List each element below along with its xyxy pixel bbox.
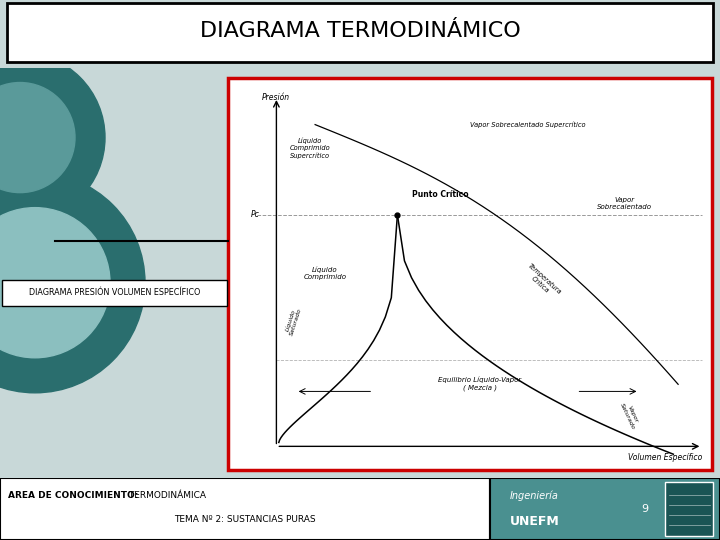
Bar (0, 478, 490, 540)
Text: Punto Crítico: Punto Crítico (412, 190, 469, 199)
Circle shape (0, 83, 75, 193)
Bar (2, 280, 227, 306)
Text: TERMODINÁMICA: TERMODINÁMICA (126, 491, 206, 501)
Text: Líquido
Comprimido
Supercrítico: Líquido Comprimido Supercrítico (290, 138, 330, 159)
Text: Presión: Presión (262, 93, 290, 102)
Text: 9: 9 (642, 504, 649, 514)
Bar (7, 3, 713, 62)
Text: Líquido
Saturado: Líquido Saturado (284, 305, 303, 336)
Text: Vapor
Sobrecalentado: Vapor Sobrecalentado (598, 197, 652, 210)
Text: Líquido
Comprimido: Líquido Comprimido (303, 267, 346, 280)
Circle shape (0, 173, 145, 393)
Text: AREA DE CONOCIMIENTO:: AREA DE CONOCIMIENTO: (8, 491, 138, 501)
Text: Vapor Sobrecalentado Supercrítico: Vapor Sobrecalentado Supercrítico (470, 122, 586, 128)
Bar (228, 78, 712, 470)
Bar (490, 478, 720, 540)
Text: Temperatura
Crítica: Temperatura Crítica (523, 262, 563, 301)
Text: Pc: Pc (251, 211, 259, 219)
Text: DIAGRAMA TERMODINÁMICO: DIAGRAMA TERMODINÁMICO (199, 21, 521, 41)
Circle shape (0, 208, 110, 358)
Bar (665, 482, 713, 536)
Text: Vapor
Saturado: Vapor Saturado (618, 400, 641, 430)
Text: Equilibrio Líquido-Vapor
( Mezcla ): Equilibrio Líquido-Vapor ( Mezcla ) (438, 376, 521, 390)
Text: Volumen Específico: Volumen Específico (628, 453, 702, 462)
Text: UNEFM: UNEFM (510, 516, 559, 529)
Text: Ingeniería: Ingeniería (510, 491, 559, 501)
Text: DIAGRAMA PRESIÓN VOLUMEN ESPECÍFICO: DIAGRAMA PRESIÓN VOLUMEN ESPECÍFICO (29, 288, 200, 297)
Circle shape (0, 52, 105, 222)
Text: TEMA Nº 2: SUSTANCIAS PURAS: TEMA Nº 2: SUSTANCIAS PURAS (174, 516, 316, 524)
